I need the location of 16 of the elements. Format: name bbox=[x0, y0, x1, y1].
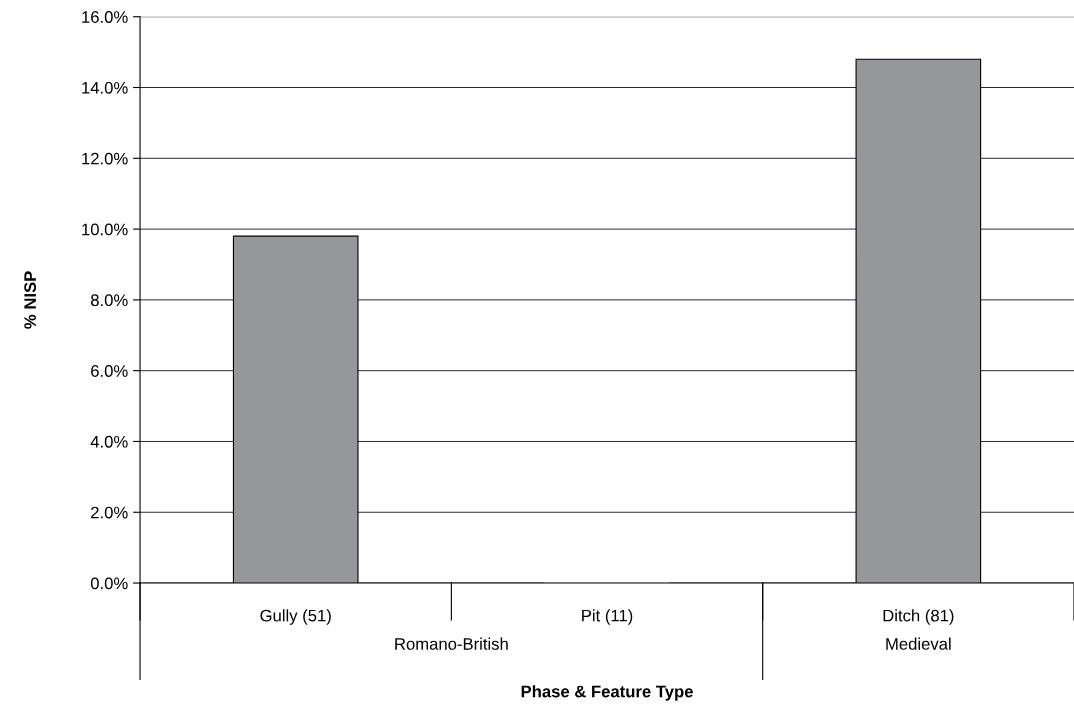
y-axis-title: % NISP bbox=[24, 271, 37, 329]
y-tick-label: 12.0% bbox=[82, 152, 128, 165]
y-tick-label: 4.0% bbox=[90, 435, 128, 448]
y-tick-label: 8.0% bbox=[90, 294, 128, 307]
x-tick-label: Pit (11) bbox=[582, 609, 633, 625]
y-tick-label: 2.0% bbox=[91, 506, 128, 519]
x-tick-label: Gully (51) bbox=[260, 609, 331, 625]
text: Romano-British bbox=[395, 637, 508, 650]
text: Medieval bbox=[886, 637, 951, 650]
y-tick-label: 14.0% bbox=[82, 81, 128, 94]
x-tick-label: Ditch (81) bbox=[883, 609, 954, 625]
y-tick-label: 16.0% bbox=[82, 11, 128, 23]
y-tick-label: 10.0% bbox=[82, 223, 128, 236]
y-tick-label: 0.0% bbox=[90, 577, 128, 590]
x-axis-title: Phase & Feature Type bbox=[521, 685, 693, 701]
y-tick-label: 6.0% bbox=[91, 365, 128, 377]
